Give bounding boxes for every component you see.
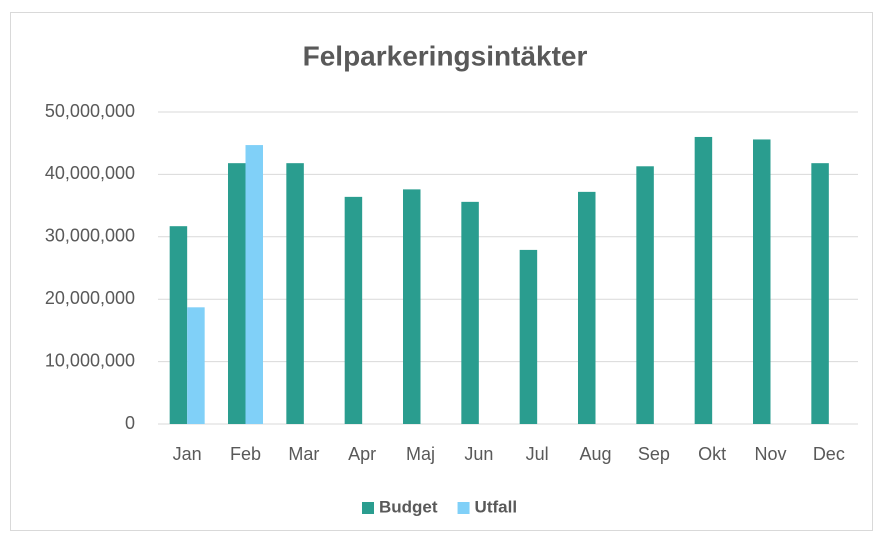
x-tick-label: Mar — [288, 444, 319, 464]
bar — [344, 196, 363, 424]
y-tick-label: 0 — [125, 413, 135, 433]
bar — [169, 226, 188, 424]
y-tick-label: 20,000,000 — [45, 288, 135, 308]
bar — [753, 139, 771, 424]
x-tick-label: Jul — [526, 444, 549, 464]
x-tick-label: Jun — [464, 444, 493, 464]
x-tick-label: Feb — [230, 444, 261, 464]
legend-label: Utfall — [475, 497, 518, 516]
x-tick-label: Okt — [698, 444, 726, 464]
x-tick-label: Nov — [754, 444, 786, 464]
x-tick-label: Dec — [813, 444, 845, 464]
legend-swatch — [457, 502, 470, 514]
x-tick-label: Sep — [638, 444, 670, 464]
x-tick-label: Aug — [579, 444, 611, 464]
y-tick-label: 30,000,000 — [45, 226, 135, 246]
legend-swatch — [362, 502, 374, 514]
bar — [228, 163, 246, 424]
bar — [694, 136, 713, 424]
y-tick-label: 10,000,000 — [45, 350, 135, 370]
bar — [286, 163, 304, 424]
bar — [519, 249, 538, 424]
chart-border — [10, 12, 873, 531]
bar — [403, 189, 421, 424]
bar — [245, 145, 263, 424]
chart-title: Felparkeringsintäkter — [303, 40, 588, 71]
x-tick-label: Apr — [348, 444, 376, 464]
bar — [811, 163, 829, 424]
y-tick-label: 50,000,000 — [45, 101, 135, 121]
bar — [578, 191, 596, 424]
x-tick-label: Jan — [173, 444, 202, 464]
bar — [187, 307, 205, 424]
x-tick-label: Maj — [406, 444, 435, 464]
bar — [461, 201, 479, 424]
y-tick-label: 40,000,000 — [45, 163, 135, 183]
legend-label: Budget — [379, 497, 438, 516]
bar — [636, 166, 654, 424]
